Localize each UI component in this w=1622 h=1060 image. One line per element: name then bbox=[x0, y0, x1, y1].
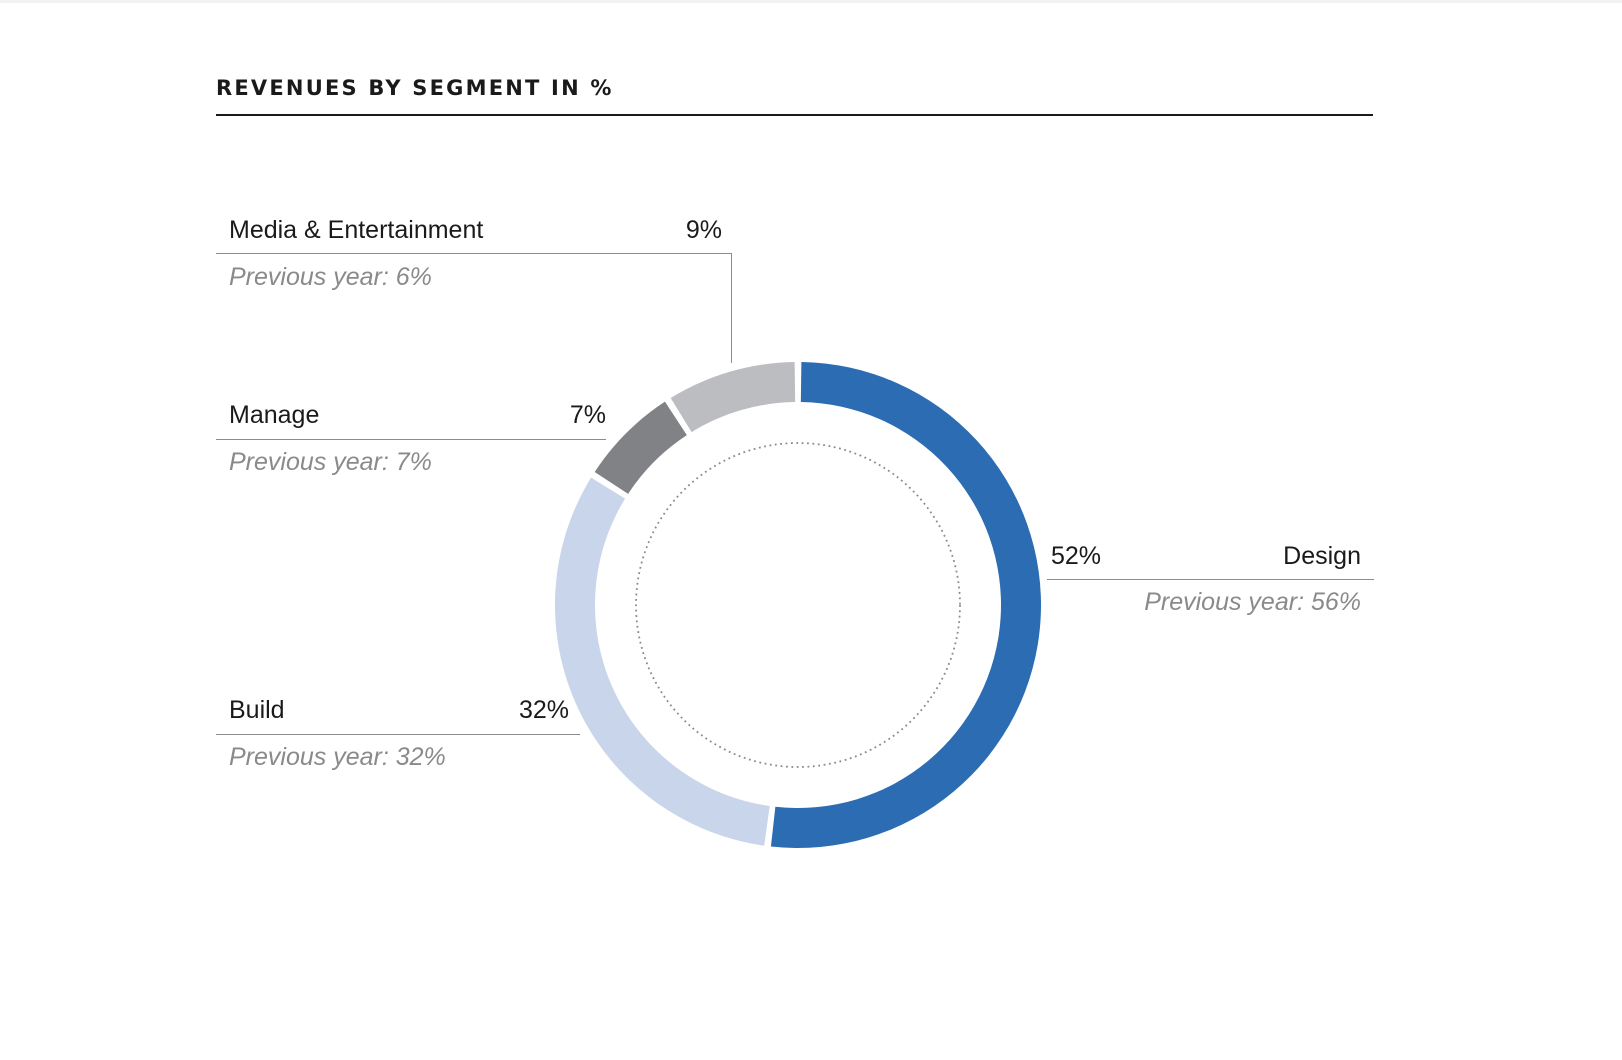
previous-year-design: Previous year: 56% bbox=[1144, 588, 1361, 616]
segment-value-design: 52% bbox=[1051, 542, 1102, 570]
leader-line-manage bbox=[216, 439, 606, 440]
previous-year-build: Previous year: 32% bbox=[229, 743, 446, 771]
previous-year-media-entertainment: Previous year: 6% bbox=[229, 263, 432, 291]
leader-line-media-entertainment bbox=[216, 253, 732, 254]
chart-title: REVENUES BY SEGMENT IN % bbox=[216, 76, 614, 100]
donut-segment-media-entertainment bbox=[670, 362, 796, 433]
segment-label-media-entertainment: Media & Entertainment bbox=[229, 216, 484, 244]
donut-segment-manage bbox=[594, 401, 687, 494]
previous-year-manage: Previous year: 7% bbox=[229, 448, 432, 476]
leader-line-design bbox=[1047, 579, 1374, 580]
title-rule bbox=[216, 114, 1373, 116]
segment-label-build: Build bbox=[229, 696, 285, 724]
donut-segment-build bbox=[554, 477, 770, 846]
donut-segment-design bbox=[770, 362, 1042, 848]
leader-line-build bbox=[216, 734, 580, 735]
inner-dotted-circle bbox=[635, 442, 961, 768]
segment-value-build: 32% bbox=[518, 696, 569, 724]
segment-value-media-entertainment: 9% bbox=[685, 216, 722, 244]
segment-label-manage: Manage bbox=[229, 401, 320, 429]
top-edge bbox=[0, 0, 1622, 3]
leader-line-media-entertainment-vertical bbox=[731, 253, 732, 363]
segment-value-manage: 7% bbox=[569, 401, 606, 429]
segment-label-design: Design bbox=[1283, 542, 1361, 570]
